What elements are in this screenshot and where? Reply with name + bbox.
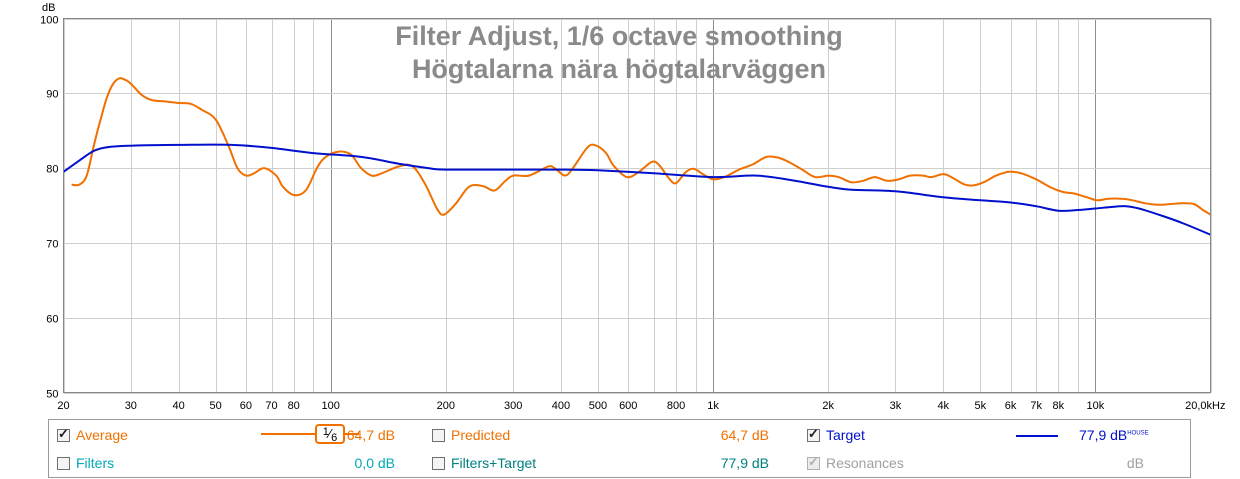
x-tick-label: 800	[667, 400, 685, 412]
smoothing-button[interactable]: 1⁄6	[315, 424, 345, 444]
x-tick-label: 70	[265, 400, 277, 412]
x-tick-label: 5k	[974, 400, 986, 412]
x-tick-label: 10k	[1087, 400, 1105, 412]
y-tick-label: 60	[46, 314, 58, 326]
smoothing-fraction: 1⁄6	[322, 426, 338, 444]
chart-subtitle: Högtalarna nära högtalarväggen	[412, 54, 826, 84]
x-tick-label: 100	[322, 400, 340, 412]
filters-target-checkbox[interactable]	[432, 457, 445, 470]
x-tick-label: 8k	[1053, 400, 1065, 412]
y-tick-label: 100	[40, 15, 58, 27]
y-tick-label: 50	[46, 389, 58, 401]
predicted-label: Predicted	[451, 427, 511, 443]
x-tick-label: 20,0kHz	[1185, 400, 1225, 412]
resonances-value: dB	[1126, 455, 1144, 471]
x-tick-label: 1k	[707, 400, 719, 412]
legend-panel: Average 1⁄6 64,7 dB Predicted 64,7 dB Ta…	[48, 419, 1191, 478]
target-checkbox[interactable]	[807, 426, 820, 442]
x-tick-label: 50	[210, 400, 222, 412]
frequency-response-chart: 50 60 70 80 90 100 20 30 40 50 60 70 80 100 200 300 400…	[40, 2, 1225, 412]
x-tick-label: 2k	[822, 400, 834, 412]
average-checkbox[interactable]	[57, 426, 70, 442]
plot-frame	[63, 18, 1211, 393]
x-tick-label: 400	[552, 400, 570, 412]
target-value: 77,9 dBHOUSE	[1079, 427, 1149, 443]
filters-value: 0,0 dB	[354, 455, 395, 471]
x-tick-label: 4k	[937, 400, 949, 412]
x-tick-label: 6k	[1005, 400, 1017, 412]
x-tick-label: 40	[172, 400, 184, 412]
grid-lines	[63, 18, 1212, 394]
x-tick-label: 60	[240, 400, 252, 412]
average-label: Average	[76, 427, 128, 443]
filters-label: Filters	[76, 455, 115, 471]
x-axis-ticks: 20 30 40 50 60 70 80 100 200 300 400 500 600 800 1k 2k 3…	[57, 400, 1225, 412]
y-axis-label: dB	[42, 2, 55, 14]
predicted-checkbox[interactable]	[432, 429, 445, 442]
y-tick-label: 70	[46, 239, 58, 251]
chart-title: Filter Adjust, 1/6 octave smoothing	[395, 21, 843, 51]
average-series-line	[71, 77, 1212, 216]
x-tick-label: 500	[589, 400, 607, 412]
predicted-value: 64,7 dB	[720, 427, 769, 443]
x-tick-label: 80	[288, 400, 300, 412]
y-axis-ticks: 50 60 70 80 90 100	[40, 15, 58, 401]
x-tick-label: 600	[619, 400, 637, 412]
target-series-line	[62, 143, 1211, 236]
filters-target-value: 77,9 dB	[720, 455, 769, 471]
x-tick-label: 20	[57, 400, 69, 412]
x-tick-label: 7k	[1030, 400, 1042, 412]
target-label: Target	[826, 427, 865, 443]
x-tick-label: 200	[437, 400, 455, 412]
target-line-sample	[1016, 435, 1058, 437]
y-tick-label: 80	[46, 164, 58, 176]
average-line-sample-right	[345, 433, 359, 435]
series-lines	[62, 77, 1212, 236]
filters-checkbox[interactable]	[57, 457, 70, 470]
resonances-label: Resonances	[826, 455, 904, 471]
resonances-checkbox[interactable]	[807, 454, 820, 470]
filters-target-label: Filters+Target	[451, 455, 537, 471]
average-value: 64,7 dB	[346, 427, 395, 443]
x-tick-label: 30	[125, 400, 137, 412]
x-tick-label: 300	[504, 400, 522, 412]
y-tick-label: 90	[46, 89, 58, 101]
x-tick-label: 3k	[890, 400, 902, 412]
average-line-sample-left	[261, 433, 315, 435]
